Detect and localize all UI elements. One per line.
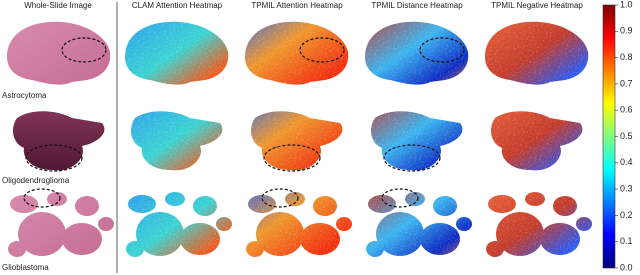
region-highlight [261, 188, 299, 208]
colorbar-tick-label: 0.4 [620, 157, 633, 167]
colorbar-tick-label: 0.3 [620, 183, 633, 193]
region-highlight [381, 188, 419, 208]
column-header: CLAM Attention Heatmap [132, 1, 223, 10]
column-header: TPMIL Distance Heatmap [371, 1, 463, 10]
slide-image [250, 111, 343, 172]
column-header: TPMIL Negative Heatmap [491, 1, 583, 10]
colorbar-tick-label: 0.5 [620, 131, 633, 141]
slide-image [8, 188, 114, 257]
region-highlight [23, 188, 61, 208]
region-highlight [419, 37, 465, 63]
tissue [7, 21, 111, 85]
slide-image [126, 192, 232, 257]
colorbar-tick-label: 0.8 [620, 52, 633, 62]
region-highlight [383, 144, 441, 172]
slide-image [366, 188, 472, 257]
colorbar-tick-label: 0.1 [620, 236, 633, 246]
tissue [12, 111, 105, 171]
slide-image [12, 111, 105, 172]
slide-image [490, 111, 583, 171]
slide-image [130, 111, 223, 171]
colorbar [602, 4, 616, 269]
tissue [370, 111, 463, 171]
region-highlight [299, 37, 345, 63]
colorbar-tick-label: 0.0 [620, 262, 633, 272]
column-header: Whole-Slide Image [24, 1, 92, 10]
tissue [485, 21, 589, 85]
region-highlight [263, 144, 321, 172]
slide-image [485, 21, 589, 85]
column-header: TPMIL Attention Heatmap [251, 1, 343, 10]
tissue [490, 111, 583, 171]
tissue [365, 21, 469, 85]
slide-image [365, 21, 469, 85]
image-grid [7, 21, 592, 257]
slide-image [125, 21, 229, 85]
tissue [8, 192, 114, 257]
colorbar-tick-label: 0.2 [620, 210, 633, 220]
region-highlight [25, 144, 83, 172]
tissue [125, 21, 229, 85]
row-label: Oligodendroglioma [2, 176, 70, 185]
colorbar-tick-label: 1.0 [620, 0, 633, 9]
slide-image [246, 188, 352, 257]
region-highlight [61, 37, 107, 63]
slide-image [370, 111, 463, 172]
tissue [245, 21, 349, 85]
row-label: Astrocytoma [2, 91, 47, 100]
tissue [246, 192, 352, 257]
slide-image [7, 21, 111, 85]
tissue [130, 111, 223, 171]
slide-image [245, 21, 349, 85]
tissue [250, 111, 343, 171]
tissue [366, 192, 472, 257]
colorbar-tick-label: 0.6 [620, 105, 633, 115]
row-label: Glioblastoma [2, 263, 49, 272]
tissue [126, 192, 232, 257]
colorbar-tick-label: 0.7 [620, 78, 633, 88]
slide-image [486, 192, 592, 257]
tissue [486, 192, 592, 257]
colorbar-tick-label: 0.9 [620, 26, 633, 36]
column-headers: Whole-Slide Image CLAM Attention Heatmap… [24, 1, 583, 10]
